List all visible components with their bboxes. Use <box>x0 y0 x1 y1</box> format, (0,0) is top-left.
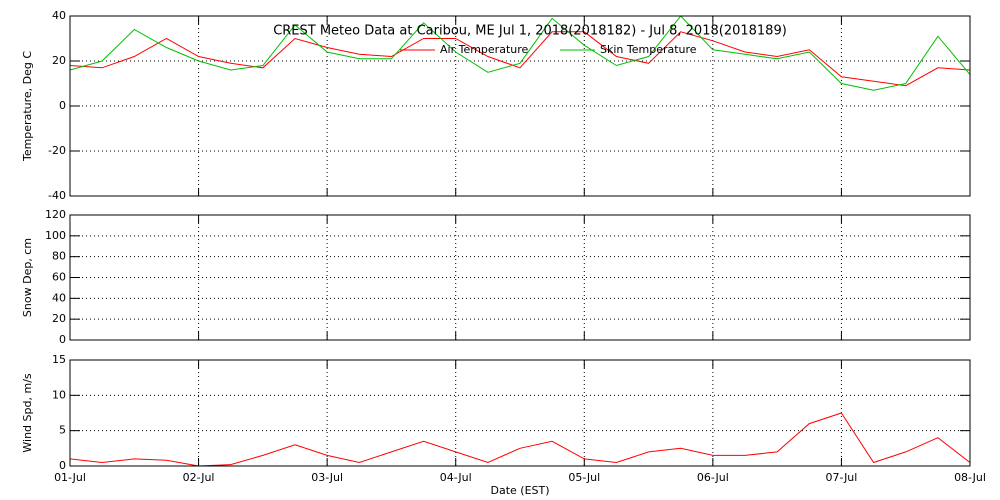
y-tick-label: 5 <box>59 424 66 437</box>
y-tick-label: 0 <box>59 333 66 346</box>
x-tick-label: 08-Jul <box>954 471 986 484</box>
data-line <box>70 16 970 91</box>
plot-frame <box>69 359 971 467</box>
y-axis-label: Temperature, Deg C <box>21 51 34 162</box>
legend-label: Skin Temperature <box>600 43 697 56</box>
chart-title: CREST Meteo Data at Caribou, ME Jul 1, 2… <box>273 24 787 39</box>
y-tick-label: 40 <box>52 291 66 304</box>
x-tick-label: 07-Jul <box>825 471 857 484</box>
y-tick-label: 10 <box>52 388 66 401</box>
y-tick-label: 15 <box>52 353 66 366</box>
y-axis-label: Wind Spd, m/s <box>21 373 34 453</box>
y-tick-label: 120 <box>45 208 66 221</box>
data-line <box>70 412 970 466</box>
y-tick-label: -20 <box>48 144 66 157</box>
x-tick-label: 01-Jul <box>54 471 86 484</box>
y-tick-label: 0 <box>59 99 66 112</box>
y-tick-label: 0 <box>59 459 66 472</box>
y-tick-label: 60 <box>52 271 66 284</box>
y-tick-label: 80 <box>52 250 66 263</box>
y-axis-label: Snow Dep, cm <box>21 238 34 317</box>
x-axis-label: Date (EST) <box>490 484 549 497</box>
y-tick-label: -40 <box>48 189 66 202</box>
x-tick-label: 02-Jul <box>183 471 215 484</box>
plot <box>70 412 970 466</box>
plot <box>70 16 970 91</box>
y-tick-label: 20 <box>52 312 66 325</box>
data-line <box>70 31 970 87</box>
plot-frame <box>69 15 971 197</box>
y-tick-label: 40 <box>52 9 66 22</box>
x-tick-label: 03-Jul <box>311 471 343 484</box>
x-tick-label: 06-Jul <box>697 471 729 484</box>
plot-frame <box>69 214 971 341</box>
legend-label: Air Temperature <box>440 43 529 56</box>
x-tick-label: 04-Jul <box>440 471 472 484</box>
y-tick-label: 20 <box>52 54 66 67</box>
x-tick-label: 05-Jul <box>568 471 600 484</box>
y-tick-label: 100 <box>45 229 66 242</box>
